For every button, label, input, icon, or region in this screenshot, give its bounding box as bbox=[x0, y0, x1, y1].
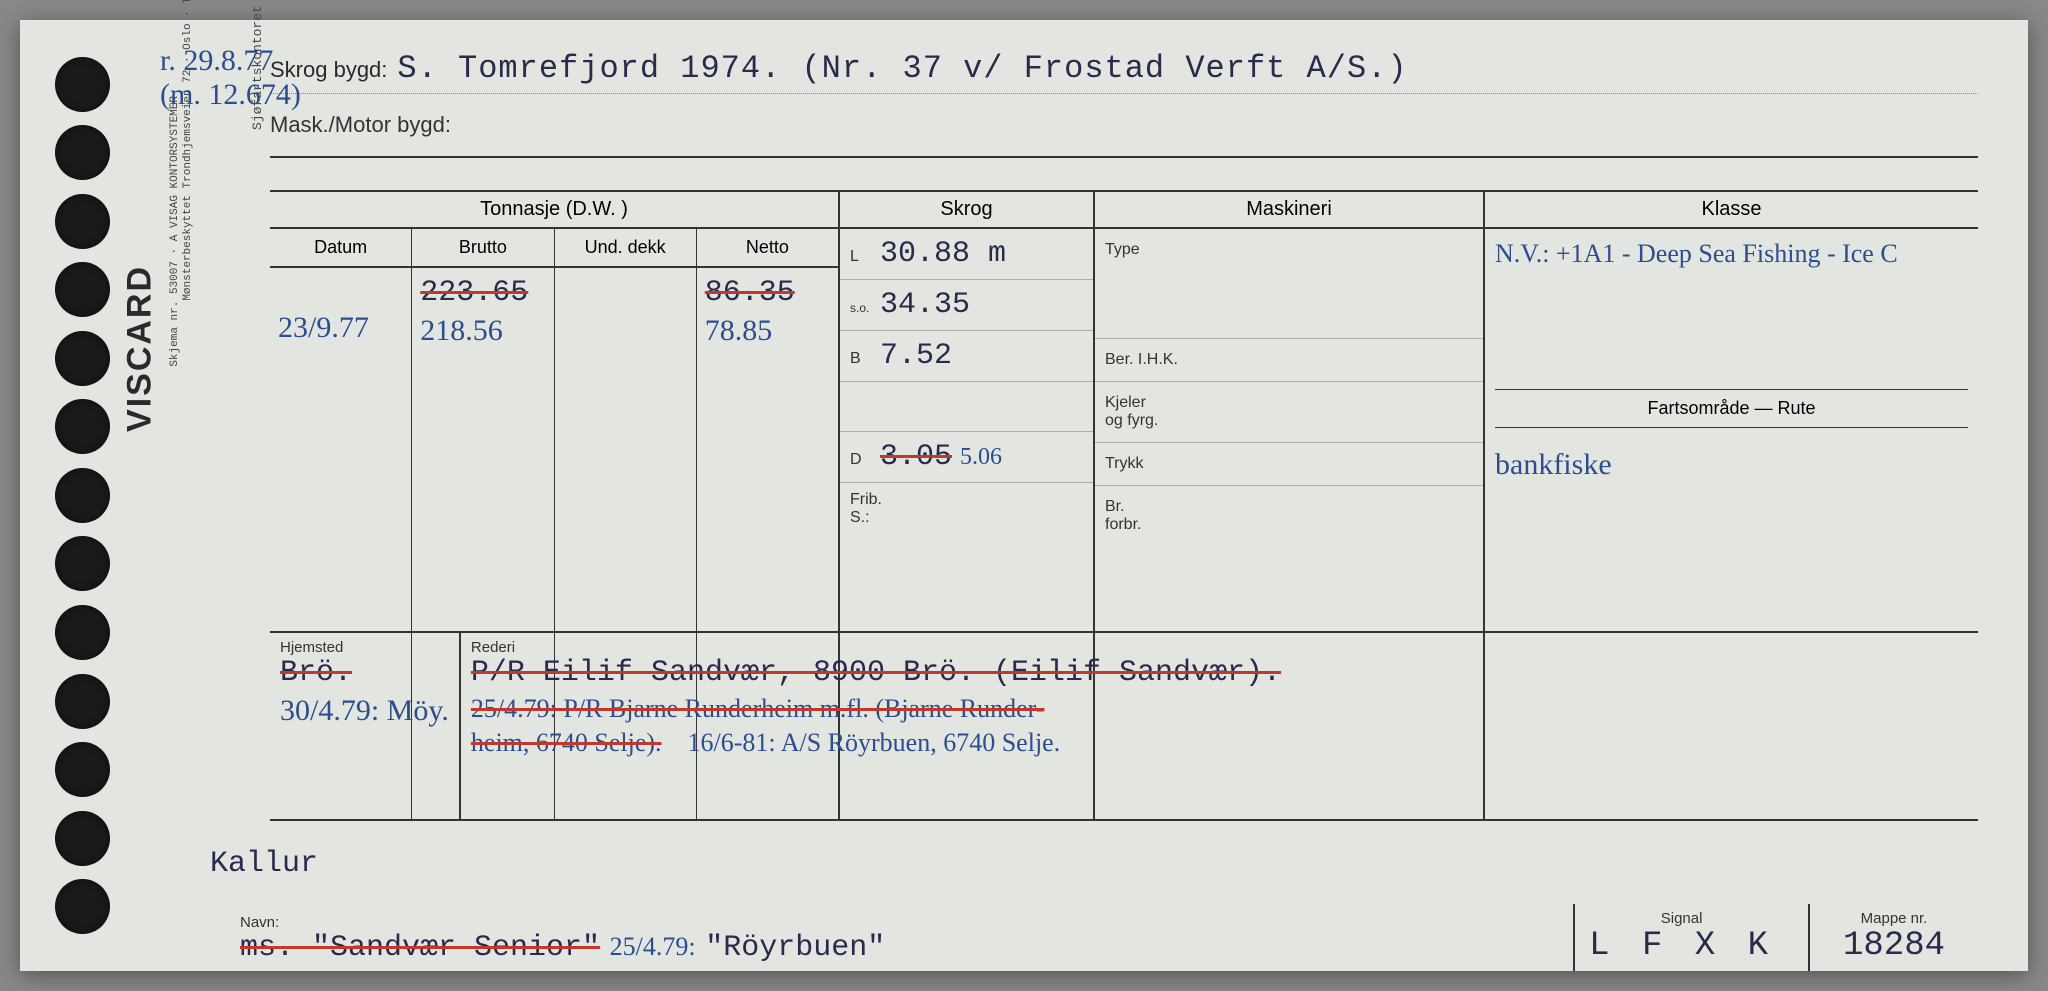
motor-bygd-row: Mask./Motor bygd: bbox=[270, 112, 1978, 158]
skrog-bygd-row: Skrog bygd: S. Tomrefjord 1974. (Nr. 37 … bbox=[270, 50, 1978, 94]
skrog-so: 34.35 bbox=[880, 288, 970, 322]
header-annotation: r. 29.8.77 (m. 12.674) bbox=[160, 44, 301, 112]
sub-und: Und. dekk bbox=[555, 229, 697, 266]
tonnage-header: Tonnasje (D.W. ) bbox=[270, 192, 838, 229]
rederi-line3: 16/6-81: A/S Röyrbuen, 6740 Selje. bbox=[688, 728, 1061, 757]
hjemsted-col: Hjemsted Brö. 30/4.79: Möy. bbox=[270, 633, 461, 819]
rederi-line2a: 25/4.79: P/R Bjarne Runderheim m.fl. (Bj… bbox=[471, 694, 1968, 724]
kallur-label: Kallur bbox=[210, 847, 318, 881]
rederi-col: Rederi P/R Eilif Sandvær, 8900 Brö. (Eil… bbox=[461, 633, 1978, 819]
navn-2: "Röyrbuen" bbox=[705, 931, 885, 965]
sub-datum: Datum bbox=[270, 229, 412, 266]
mask-kjeler: Kjeler og fyrg. bbox=[1095, 382, 1483, 443]
tonnage-subheader: Datum Brutto Und. dekk Netto bbox=[270, 229, 838, 268]
hjemsted-label: Hjemsted bbox=[280, 639, 449, 656]
hole bbox=[55, 536, 110, 591]
hole bbox=[55, 811, 110, 866]
rederi-line1: P/R Eilif Sandvær, 8900 Brö. (Eilif Sand… bbox=[471, 656, 1968, 690]
hole bbox=[55, 605, 110, 660]
frib-label: Frib. S.: bbox=[850, 491, 882, 527]
hole bbox=[55, 331, 110, 386]
klasse-value: N.V.: +1A1 - Deep Sea Fishing - Ice C bbox=[1495, 239, 1968, 269]
hole bbox=[55, 468, 110, 523]
hole bbox=[55, 57, 110, 112]
hole bbox=[55, 262, 110, 317]
hjemsted-1: Brö. bbox=[280, 656, 449, 690]
hole bbox=[55, 742, 110, 797]
navn-date: 25/4.79: bbox=[610, 932, 696, 961]
rederi-line2b: heim, 6740 Selje). bbox=[471, 728, 662, 757]
klasse-header: Klasse bbox=[1485, 192, 1978, 229]
mappe-value: 18284 bbox=[1824, 927, 1964, 965]
navn-label: Navn: bbox=[240, 914, 1543, 931]
mappe-label: Mappe nr. bbox=[1824, 910, 1964, 927]
record-card: VISCARD Skjema nr. 53007 · A VISAG KONTO… bbox=[20, 20, 2028, 971]
signal-box: Signal L F X K bbox=[1573, 904, 1788, 971]
hole bbox=[55, 194, 110, 249]
mask-type: Type bbox=[1095, 229, 1483, 339]
mappe-box: Mappe nr. 18284 bbox=[1808, 904, 1978, 971]
sub-brutto: Brutto bbox=[412, 229, 554, 266]
bottom-row: Navn: ms. "Sandvær Senior" 25/4.79: "Röy… bbox=[230, 904, 1978, 971]
brutto-2: 218.56 bbox=[420, 314, 545, 348]
skrog-L: 30.88 m bbox=[880, 237, 1006, 271]
signal-value: L F X K bbox=[1589, 927, 1774, 965]
side-line-1: Skjema nr. 53007 · A VISAG KONTORSYSTEME… bbox=[169, 96, 181, 367]
sub-netto: Netto bbox=[697, 229, 838, 266]
hjemsted-date2: 30/4.79: bbox=[280, 694, 379, 727]
skrog-D: 3.05 bbox=[880, 440, 952, 474]
netto-1: 86.35 bbox=[705, 276, 830, 310]
skrog-header: Skrog bbox=[840, 192, 1093, 229]
datum-2: 23/9.77 bbox=[278, 311, 403, 345]
skrog-B: 7.52 bbox=[880, 339, 952, 373]
rederi-label: Rederi bbox=[471, 639, 1968, 656]
signal-label: Signal bbox=[1589, 910, 1774, 927]
fartsomrade-value: bankfiske bbox=[1495, 448, 1968, 482]
hole bbox=[55, 125, 110, 180]
hjemsted-2: Möy. bbox=[387, 694, 449, 727]
content-area: r. 29.8.77 (m. 12.674) Skrog bygd: S. To… bbox=[270, 50, 1978, 941]
navn-box: Navn: ms. "Sandvær Senior" 25/4.79: "Röy… bbox=[230, 908, 1553, 971]
mask-header: Maskineri bbox=[1095, 192, 1483, 229]
hole bbox=[55, 879, 110, 934]
hjemsted-rederi-row: Hjemsted Brö. 30/4.79: Möy. Rederi P/R E… bbox=[270, 631, 1978, 821]
hole bbox=[55, 399, 110, 454]
skrog-D2: 5.06 bbox=[960, 444, 1002, 471]
fartsomrade-label: Fartsområde — Rute bbox=[1495, 389, 1968, 428]
mask-trykk: Trykk bbox=[1095, 443, 1483, 486]
brutto-1: 223.65 bbox=[420, 276, 545, 310]
skrog-bygd-value: S. Tomrefjord 1974. (Nr. 37 v/ Frostad V… bbox=[397, 50, 1407, 87]
navn-1: ms. "Sandvær Senior" bbox=[240, 931, 600, 965]
side-logo: VISCARD bbox=[121, 264, 160, 431]
hole bbox=[55, 674, 110, 729]
netto-2: 78.85 bbox=[705, 314, 830, 348]
punch-holes bbox=[55, 20, 135, 971]
mask-br: Br. forbr. bbox=[1095, 486, 1483, 546]
mask-ber: Ber. I.H.K. bbox=[1095, 339, 1483, 382]
motor-bygd-label: Mask./Motor bygd: bbox=[270, 112, 451, 137]
